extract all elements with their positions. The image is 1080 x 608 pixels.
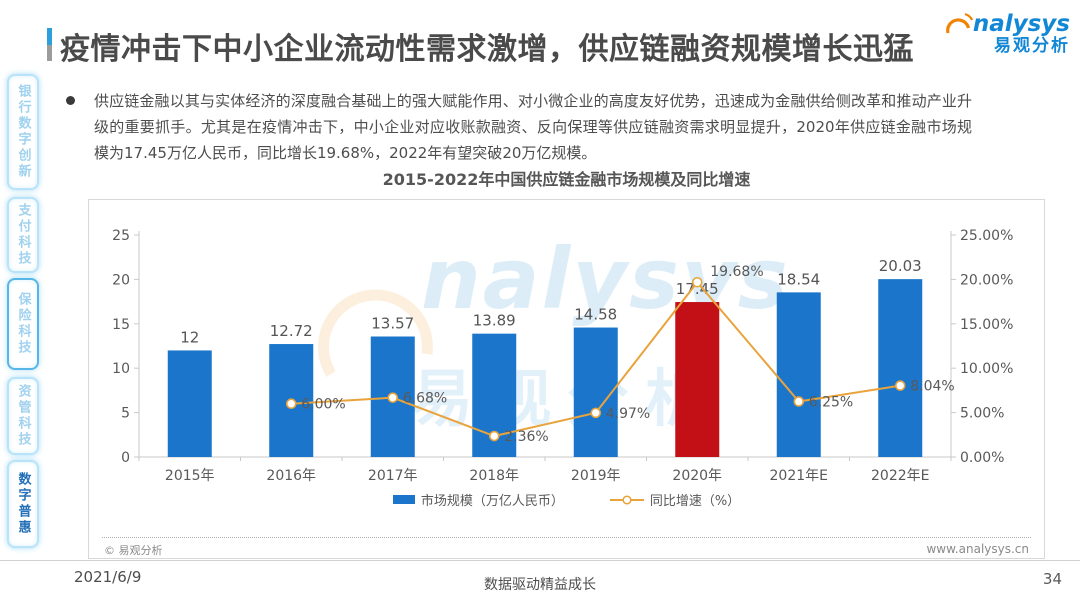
svg-text:20.00%: 20.00% [960,272,1013,288]
svg-text:2018年: 2018年 [469,468,519,484]
footer-date: 2021/6/9 [74,568,142,586]
svg-text:14.58: 14.58 [574,306,617,324]
legend-item-growth-rate: 同比增速（%） [609,490,741,509]
chart-copyright: © 易观分析 [104,544,163,557]
card-dotted-divider [102,537,1031,538]
chart-title: 2015-2022年中国供应链金融市场规模及同比增速 [382,170,751,189]
legend-line-swatch [609,494,644,505]
legend-bar-swatch [392,495,415,504]
title-accent-bar [47,28,52,61]
line-marker [894,380,906,391]
svg-text:6.00%: 6.00% [301,397,345,413]
bar-2021年E [776,292,821,457]
sidebar-item-payment-tech[interactable]: 支付科技 [7,197,39,273]
svg-text:2.36%: 2.36% [504,429,548,445]
market-size-growth-chart: 0 5 10 15 20 25 0.00% 5.00% 10.00% 15.00% 20.00% 25… [112,228,1013,484]
legend-label-market-size: 市场规模（万亿人民币） [420,494,564,509]
intro-paragraph: 供应链金融以其与实体经济的深度融合基础上的强大赋能作用、对小微企业的高度友好优势… [94,92,972,162]
page-number: 34 [1042,570,1062,588]
svg-text:15: 15 [112,317,130,333]
bullet-icon [66,96,75,105]
line-marker [285,398,297,410]
svg-text:20: 20 [112,272,130,288]
logo-text-cn: 易观分析 [994,36,1070,56]
svg-text:2017年: 2017年 [368,468,418,484]
footer-divider [0,560,1080,561]
legend-item-market-size: 市场规模（万亿人民币） [392,490,564,509]
svg-text:2016年: 2016年 [266,468,316,484]
line-marker [488,430,500,442]
line-marker [387,392,399,403]
chart-legend: 市场规模（万亿人民币） 同比增速（%） [89,490,1044,509]
bar-2015年 [167,350,212,457]
svg-text:13.89: 13.89 [473,312,516,330]
sidebar-item-asset-management-tech[interactable]: 资管科技 [7,377,39,455]
line-marker [691,276,703,288]
svg-text:6.25%: 6.25% [809,395,853,411]
page-title: 疫情冲击下中小企业流动性需求激增，供应链融资规模增长迅猛 [60,32,914,67]
chart-website[interactable]: www.analysys.cn [926,542,1029,556]
line-marker [590,407,602,419]
line-marker [793,396,805,407]
svg-text:10.00%: 10.00% [960,361,1013,377]
sidebar-item-bank-digital-innovation[interactable]: 银行数字创新 [7,74,39,190]
svg-text:5.00%: 5.00% [960,406,1004,422]
analysys-logo: nalysys 易观分析 [943,10,1070,55]
svg-text:4.97%: 4.97% [606,406,650,422]
svg-text:15.00%: 15.00% [960,317,1013,333]
bar-2022年E [878,279,923,457]
svg-text:25: 25 [112,228,130,244]
sidebar-item-digital-inclusion[interactable]: 数字普惠 [7,460,39,548]
svg-text:18.54: 18.54 [777,270,820,288]
legend-label-growth-rate: 同比增速（%） [649,494,741,509]
svg-text:10: 10 [112,361,130,377]
svg-text:2015年: 2015年 [165,468,215,484]
svg-text:20.03: 20.03 [879,257,922,275]
footer-slogan: 数据驱动精益成长 [484,577,596,593]
sidebar-item-insurance-tech[interactable]: 保险科技 [7,278,39,370]
svg-text:8.04%: 8.04% [910,379,954,395]
chart-card: nalysys 易观分析 0 5 10 15 20 25 0.00% 5.00% 10.00% 1… [88,199,1045,559]
svg-text:0.00%: 0.00% [960,450,1004,466]
bar-2019年 [573,327,618,457]
svg-text:19.68%: 19.68% [710,264,763,280]
svg-text:6.68%: 6.68% [403,391,447,407]
svg-text:12.72: 12.72 [270,322,313,340]
logo-swoosh-icon [945,12,973,34]
svg-text:13.57: 13.57 [371,314,414,332]
svg-text:2021年E: 2021年E [770,468,828,484]
svg-text:2022年E: 2022年E [871,468,929,484]
logo-text-en: nalysys [972,11,1070,37]
svg-text:2020年: 2020年 [672,468,722,484]
bar-2020年 [675,302,720,457]
svg-text:25.00%: 25.00% [960,228,1013,244]
svg-text:12: 12 [180,328,199,346]
svg-text:0: 0 [121,450,130,466]
svg-text:5: 5 [121,406,130,422]
svg-text:2019年: 2019年 [571,468,621,484]
